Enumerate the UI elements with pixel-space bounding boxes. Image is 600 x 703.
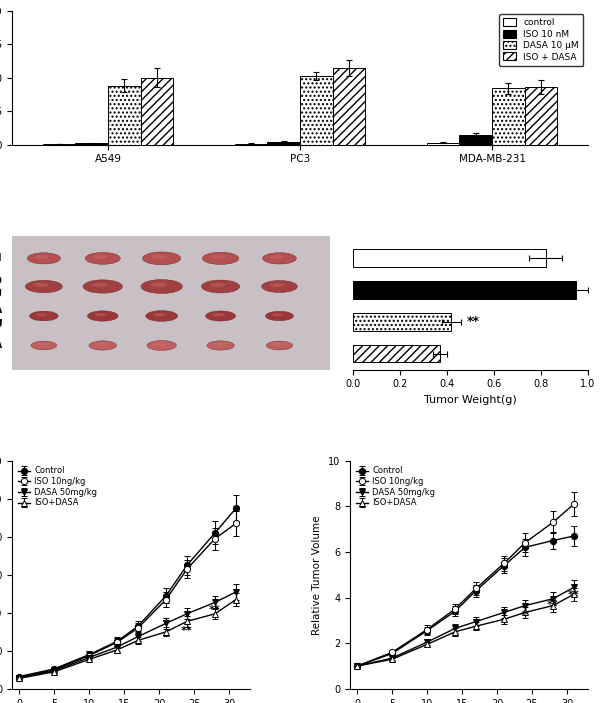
Ellipse shape (153, 313, 166, 316)
Ellipse shape (266, 341, 293, 350)
Ellipse shape (207, 341, 234, 350)
Bar (300, 76, 332, 145)
Ellipse shape (262, 280, 298, 292)
Ellipse shape (206, 311, 236, 321)
Bar (268, 142, 300, 145)
Ellipse shape (35, 255, 48, 259)
Bar (492, 89, 524, 145)
Ellipse shape (270, 255, 284, 259)
Text: DASA
50mg/kg: DASA 50mg/kg (0, 305, 2, 327)
Ellipse shape (29, 311, 58, 321)
Ellipse shape (146, 311, 178, 321)
Text: **: ** (568, 590, 580, 600)
Ellipse shape (92, 283, 107, 287)
Ellipse shape (269, 283, 284, 287)
Ellipse shape (34, 283, 49, 287)
Ellipse shape (151, 254, 166, 259)
X-axis label: Tumor Weight(g): Tumor Weight(g) (424, 395, 517, 405)
Legend: Control, ISO 10ng/kg, DASA 50mg/kg, ISO+DASA: Control, ISO 10ng/kg, DASA 50mg/kg, ISO+… (354, 465, 437, 509)
Ellipse shape (95, 343, 106, 346)
Ellipse shape (36, 314, 47, 316)
Bar (353, 281, 576, 299)
Bar (427, 143, 460, 145)
Ellipse shape (141, 280, 182, 293)
Ellipse shape (25, 280, 62, 292)
Bar (524, 87, 557, 145)
Ellipse shape (31, 341, 56, 350)
Ellipse shape (212, 313, 224, 316)
Bar (353, 345, 440, 363)
Ellipse shape (272, 343, 283, 346)
Text: Control: Control (0, 253, 2, 264)
Ellipse shape (213, 343, 224, 346)
Ellipse shape (93, 255, 107, 259)
Ellipse shape (202, 252, 239, 264)
Y-axis label: Relative Tumor Volume: Relative Tumor Volume (313, 515, 322, 635)
Ellipse shape (88, 311, 118, 321)
Bar (140, 77, 173, 145)
Ellipse shape (83, 280, 122, 293)
Text: **: ** (547, 600, 559, 610)
Ellipse shape (89, 341, 116, 350)
Legend: control, ISO 10 nM, DASA 10 μM, ISO + DASA: control, ISO 10 nM, DASA 10 μM, ISO + DA… (499, 14, 583, 66)
Ellipse shape (143, 252, 181, 265)
Ellipse shape (272, 314, 283, 316)
Ellipse shape (211, 255, 225, 259)
Ellipse shape (94, 313, 107, 316)
Bar (108, 86, 140, 145)
Legend: Control, ISO 10ng/kg, DASA 50mg/kg, ISO+DASA: Control, ISO 10ng/kg, DASA 50mg/kg, ISO+… (16, 465, 99, 509)
Bar (353, 313, 451, 330)
Text: **: ** (209, 605, 221, 615)
Bar (460, 134, 492, 145)
Text: ISO
8ng/kg: ISO 8ng/kg (0, 276, 2, 297)
Ellipse shape (265, 311, 293, 321)
Ellipse shape (150, 283, 167, 287)
Text: ISO+DASA: ISO+DASA (0, 340, 2, 351)
Ellipse shape (154, 342, 166, 346)
Ellipse shape (263, 252, 296, 264)
Ellipse shape (27, 253, 61, 264)
Ellipse shape (85, 252, 120, 264)
Bar (353, 249, 545, 266)
Ellipse shape (37, 343, 47, 346)
Bar (76, 143, 108, 145)
Bar (332, 68, 365, 145)
Ellipse shape (147, 340, 176, 350)
Text: *: * (522, 610, 528, 620)
Ellipse shape (210, 283, 226, 287)
Text: **: ** (181, 626, 193, 636)
Ellipse shape (202, 280, 239, 293)
Text: **: ** (467, 315, 480, 328)
